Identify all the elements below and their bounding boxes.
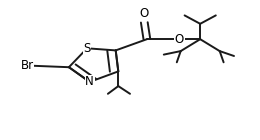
Text: S: S: [83, 42, 91, 55]
Text: O: O: [175, 33, 184, 46]
Text: O: O: [140, 7, 149, 20]
Text: Br: Br: [21, 59, 34, 72]
Text: N: N: [85, 75, 94, 88]
